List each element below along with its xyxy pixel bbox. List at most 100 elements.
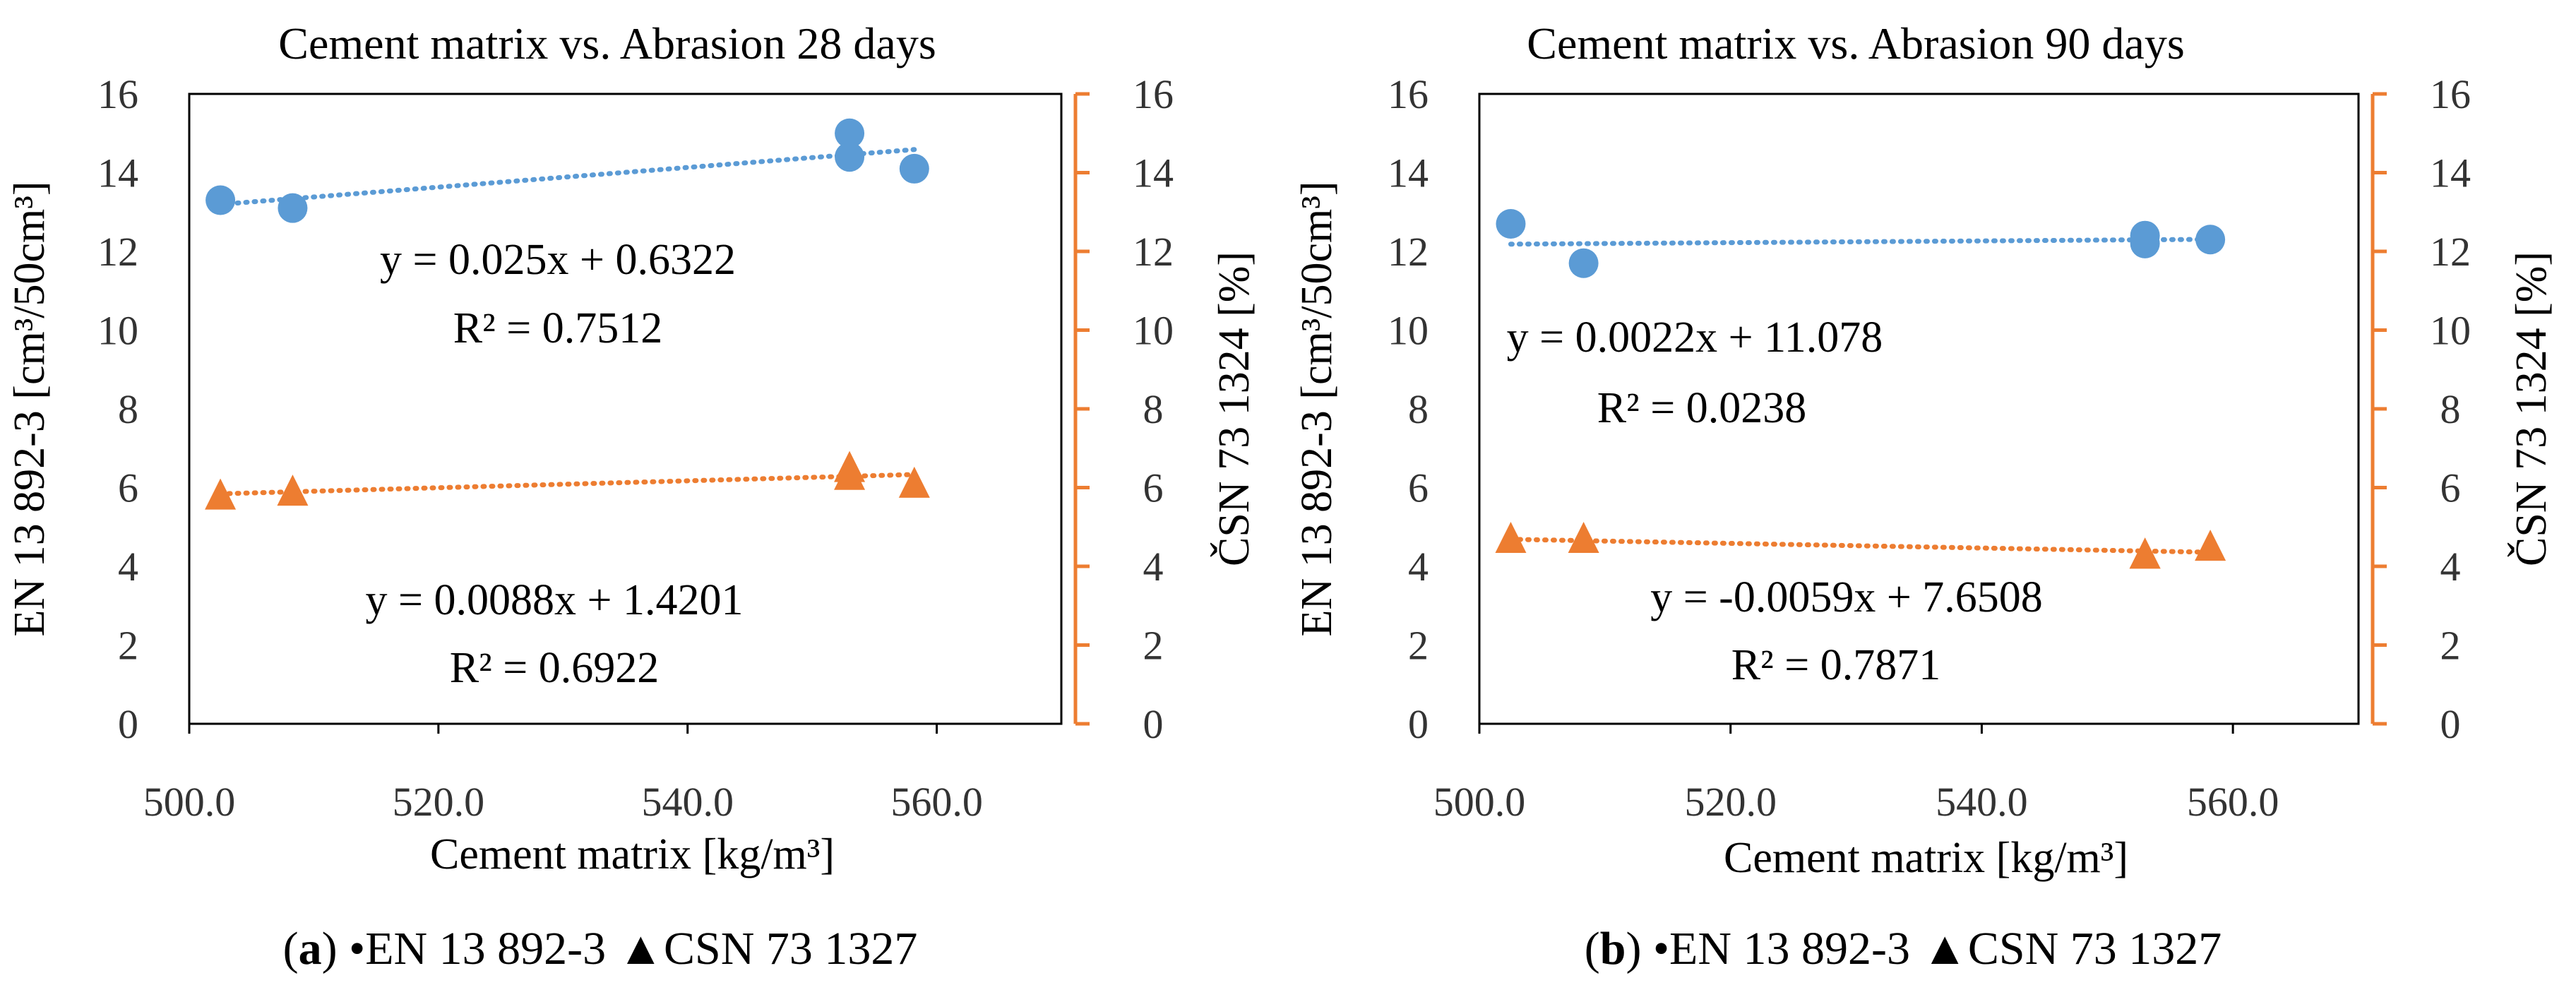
y-right-tick-label: 6 — [2440, 465, 2461, 511]
caption-label: b — [1600, 923, 1626, 974]
x-tick-label: 520.0 — [393, 779, 485, 825]
trendline — [1508, 237, 2213, 247]
trend-equation: y = 0.0022x + 11.078 — [1507, 314, 1883, 362]
y-right-tick-label: 10 — [1133, 308, 1174, 354]
caption-paren-open: ( — [283, 923, 299, 974]
caption-paren-open: ( — [1585, 923, 1600, 974]
data-point-triangle — [2195, 530, 2226, 561]
trend-equation: y = -0.0059x + 7.6508 — [1650, 573, 2043, 621]
y-left-tick-label: 4 — [118, 544, 138, 590]
y-left-tick-label: 8 — [1408, 386, 1429, 432]
y-left-tick-label: 10 — [97, 308, 138, 354]
series-csn-73-1327: y = -0.0059x + 7.6508 R² = 0.7871 — [1495, 521, 2226, 689]
y-right-axis-label: ČSN 73 1324 [%] — [2508, 251, 2556, 566]
y-left-tick-label: 8 — [118, 386, 138, 432]
y-left-tick-label: 4 — [1408, 544, 1429, 590]
y-left-tick-label: 12 — [1388, 229, 1429, 275]
y-right-tick-label: 16 — [2430, 71, 2471, 117]
y-right-tick-label: 16 — [1133, 71, 1174, 117]
y-right-tick-label: 12 — [2430, 229, 2471, 275]
data-point-triangle — [898, 466, 930, 498]
x-tick-label: 520.0 — [1684, 779, 1777, 825]
chart-panel-b: Cement matrix vs. Abrasion 90 days 500.0 5… — [1293, 18, 2556, 974]
trendline — [217, 472, 917, 496]
data-point-triangle — [2129, 537, 2161, 569]
data-point-circle — [1568, 248, 1599, 278]
data-point-triangle — [205, 478, 237, 510]
y-right-tick-label: 2 — [1143, 623, 1164, 669]
y-right-tick-label: 6 — [1143, 465, 1164, 511]
x-tick-label: 500.0 — [1433, 779, 1526, 825]
x-axis-label: Cement matrix [kg/m³] — [1724, 834, 2128, 882]
trend-equation: y = 0.0088x + 1.4201 — [366, 576, 744, 624]
y-right-tick-label: 0 — [1143, 701, 1164, 747]
y-left-tick-label: 12 — [97, 229, 138, 275]
y-right-axis-label: ČSN 73 1324 [%] — [1210, 251, 1258, 566]
y-left-tick-label: 14 — [1388, 150, 1429, 196]
y-right-tick-label: 10 — [2430, 308, 2471, 354]
y-left-tick-label: 6 — [1408, 465, 1429, 511]
data-point-circle — [278, 193, 308, 223]
series-en-13892-3: y = 0.025x + 0.6322 R² = 0.7512 — [205, 118, 929, 352]
caption-paren-close: ) — [322, 923, 349, 974]
trend-r-squared: R² = 0.6922 — [450, 644, 659, 692]
caption-label: a — [299, 923, 322, 974]
y-right-tick-label: 8 — [1143, 386, 1164, 432]
y-left-tick-label: 2 — [118, 623, 138, 669]
data-point-circle — [2195, 225, 2226, 255]
data-point-circle — [2130, 228, 2160, 258]
y-left-tick-label: 0 — [118, 701, 138, 747]
y-right-tick-label: 12 — [1133, 229, 1174, 275]
data-point-circle — [1496, 208, 1526, 239]
data-point-circle — [205, 185, 236, 215]
trend-equation: y = 0.025x + 0.6322 — [380, 236, 736, 284]
y-right-tick-label: 4 — [1143, 544, 1164, 590]
figure-caption: (a) •EN 13 892-3 ▲CSN 73 1327 — [283, 923, 918, 974]
y-left-tick-label: 10 — [1388, 308, 1429, 354]
y-left-tick-label: 0 — [1408, 701, 1429, 747]
chart-panel-a: Cement matrix vs. Abrasion 28 days 500.0 5… — [6, 18, 1258, 974]
series-csn-73-1327: y = 0.0088x + 1.4201 R² = 0.6922 — [205, 451, 930, 692]
x-tick-label: 540.0 — [1936, 779, 2028, 825]
y-left-tick-label: 2 — [1408, 623, 1429, 669]
y-left-tick-label: 14 — [97, 150, 138, 196]
x-tick-label: 560.0 — [890, 779, 983, 825]
x-tick-label: 540.0 — [641, 779, 734, 825]
plot-area — [188, 93, 1063, 725]
y-left-axis-label: EN 13 892-3 [cm³/50cm³] — [1293, 181, 1341, 637]
series-en-13892-3: y = 0.0022x + 11.078 R² = 0.0238 — [1496, 208, 2226, 432]
caption-legend: •EN 13 892-3 ▲CSN 73 1327 — [349, 923, 917, 974]
y-left-tick-label: 6 — [118, 465, 138, 511]
data-point-circle — [835, 118, 865, 148]
y-right-tick-label: 4 — [2440, 544, 2461, 590]
caption-legend: •EN 13 892-3 ▲CSN 73 1327 — [1653, 923, 2222, 974]
chart-title: Cement matrix vs. Abrasion 90 days — [1527, 18, 2184, 68]
figure-caption: (b) •EN 13 892-3 ▲CSN 73 1327 — [1585, 923, 2222, 974]
trend-r-squared: R² = 0.7512 — [453, 304, 662, 352]
x-tick-label: 500.0 — [143, 779, 236, 825]
trendline — [1508, 537, 2213, 555]
plot-area — [1478, 93, 2360, 725]
trendline — [217, 147, 917, 207]
data-point-triangle — [834, 458, 866, 490]
data-point-triangle — [1495, 521, 1527, 553]
y-left-axis-label: EN 13 892-3 [cm³/50cm³] — [6, 181, 54, 637]
data-point-circle — [899, 153, 929, 184]
y-right-tick-label: 14 — [2430, 150, 2471, 196]
data-point-circle — [835, 142, 865, 172]
chart-title: Cement matrix vs. Abrasion 28 days — [278, 18, 936, 68]
y-left-tick-label: 16 — [97, 71, 138, 117]
data-point-triangle — [277, 475, 309, 506]
x-tick-label: 560.0 — [2187, 779, 2279, 825]
y-left-tick-label: 16 — [1388, 71, 1429, 117]
y-right-tick-label: 0 — [2440, 701, 2461, 747]
y-right-tick-label: 14 — [1133, 150, 1174, 196]
x-axis-label: Cement matrix [kg/m³] — [430, 830, 835, 878]
data-point-triangle — [1568, 521, 1599, 553]
trend-r-squared: R² = 0.0238 — [1597, 384, 1806, 432]
trend-r-squared: R² = 0.7871 — [1731, 641, 1940, 689]
y-right-tick-label: 8 — [2440, 386, 2461, 432]
y-right-tick-label: 2 — [2440, 623, 2461, 669]
caption-paren-close: ) — [1626, 923, 1652, 974]
